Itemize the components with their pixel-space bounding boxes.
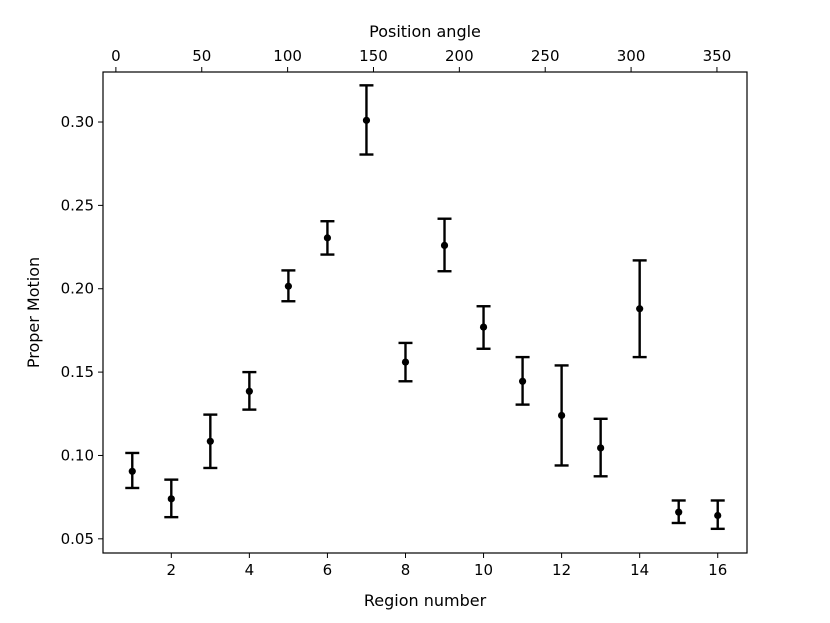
top-x-tick-label: 150 — [359, 47, 388, 65]
data-point — [362, 116, 371, 124]
y-tick-label: 0.10 — [61, 446, 94, 464]
data-point — [518, 377, 527, 385]
top-x-tick-label: 250 — [531, 47, 560, 65]
x-tick-label: 4 — [245, 561, 255, 579]
data-marks — [125, 84, 725, 531]
data-point — [479, 323, 488, 331]
x-tick-label: 16 — [708, 561, 727, 579]
data-point — [245, 387, 253, 395]
top-x-tick-label: 200 — [445, 47, 474, 65]
data-point — [675, 508, 683, 516]
data-point — [128, 467, 136, 475]
top-x-tick-label: 50 — [192, 47, 211, 65]
plot-frame — [102, 71, 748, 554]
top-x-tick-label: 100 — [273, 47, 302, 65]
x-axis-title: Region number — [364, 591, 487, 610]
y-axis-ticks: 0.05 0.10 0.15 0.20 0.25 0.30 — [61, 113, 103, 548]
data-point — [440, 241, 449, 249]
top-x-tick-label: 0 — [111, 47, 121, 65]
y-tick-label: 0.20 — [61, 280, 94, 298]
data-point — [206, 437, 214, 445]
data-point — [323, 234, 332, 242]
x-tick-label: 14 — [630, 561, 649, 579]
y-tick-label: 0.25 — [61, 196, 94, 214]
y-tick-label: 0.15 — [61, 363, 94, 381]
data-point — [597, 444, 605, 452]
top-x-tick-label: 300 — [617, 47, 646, 65]
y-axis-title: Proper Motion — [24, 257, 43, 368]
y-tick-label: 0.30 — [61, 113, 94, 131]
data-point — [636, 305, 644, 313]
top-x-axis-title: Position angle — [369, 22, 481, 41]
top-x-tick-label: 350 — [703, 47, 732, 65]
top-x-axis-ticks: 0 50 100 150 200 250 300 350 — [111, 47, 731, 72]
data-point — [401, 358, 410, 366]
x-tick-label: 2 — [167, 561, 177, 579]
data-point — [714, 511, 722, 520]
x-tick-label: 12 — [552, 561, 571, 579]
bottom-x-axis-ticks: 2 4 6 8 10 12 14 16 — [167, 553, 727, 579]
x-tick-label: 10 — [474, 561, 493, 579]
x-tick-label: 6 — [323, 561, 333, 579]
data-point — [167, 495, 175, 503]
y-tick-label: 0.05 — [61, 530, 94, 548]
data-point — [284, 282, 292, 290]
x-tick-label: 8 — [401, 561, 411, 579]
data-point — [558, 411, 566, 420]
